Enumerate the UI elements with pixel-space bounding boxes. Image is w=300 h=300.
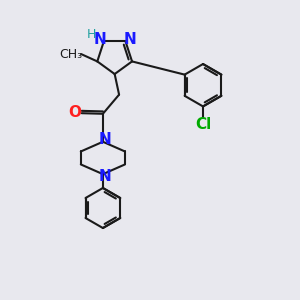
Text: O: O [69, 105, 82, 120]
Text: N: N [93, 32, 106, 47]
Text: H: H [87, 28, 96, 41]
Text: N: N [99, 169, 112, 184]
Text: N: N [123, 32, 136, 47]
Text: Cl: Cl [195, 117, 211, 132]
Text: N: N [99, 132, 112, 147]
Text: CH₃: CH₃ [59, 48, 82, 61]
